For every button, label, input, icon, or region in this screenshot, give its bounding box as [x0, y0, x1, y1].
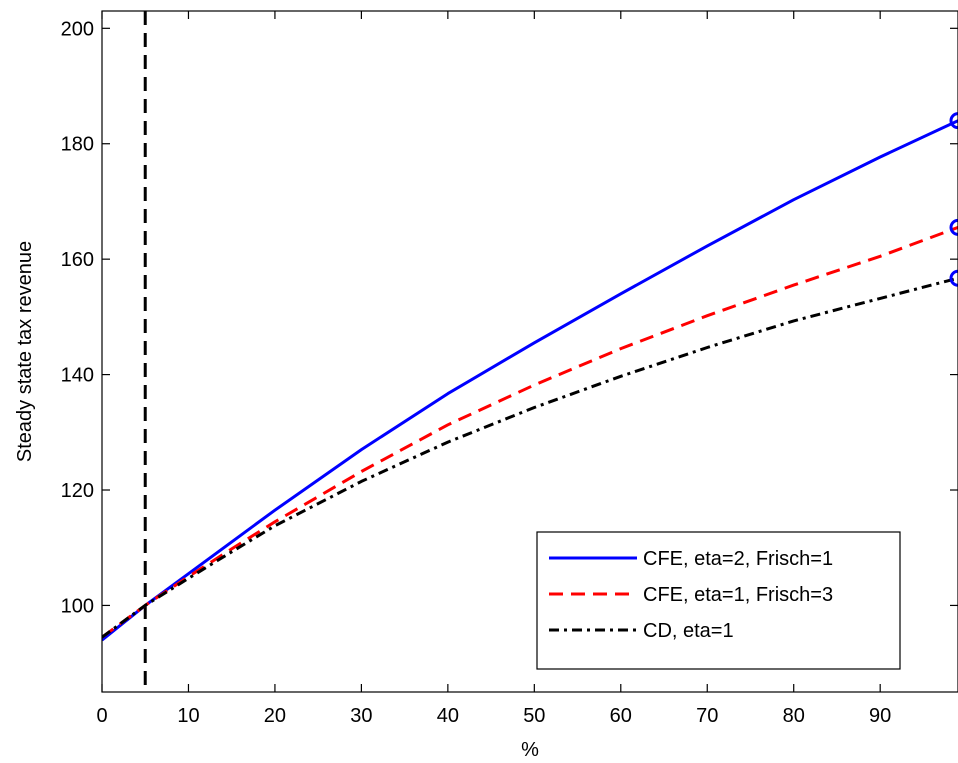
endpoint-marker-2	[949, 218, 958, 236]
legend-label-3: CD, eta=1	[643, 620, 734, 642]
x-tick-label: 30	[350, 705, 372, 727]
legend-label-2: CFE, eta=1, Frisch=3	[643, 584, 833, 606]
y-tick-label: 180	[61, 134, 94, 156]
series-layer	[102, 119, 958, 642]
series-line-2	[102, 225, 958, 639]
series-line-3	[102, 276, 958, 639]
endpoint-marker-1	[949, 112, 958, 130]
plot-frame	[101, 10, 958, 693]
y-tick-label: 200	[61, 18, 94, 40]
x-tick-label: 40	[437, 705, 459, 727]
legend-box	[536, 531, 901, 670]
x-tick-label: 50	[523, 705, 545, 727]
y-axis-title: Steady state tax revenue	[14, 241, 36, 462]
legend: CFE, eta=2, Frisch=1 CFE, eta=1, Frisch=3…	[536, 531, 901, 670]
x-tick-label: 60	[610, 705, 632, 727]
y-tick-label: 120	[61, 480, 94, 502]
x-tick-label: 20	[264, 705, 286, 727]
axes-layer: 0 10 20 30 40 50 60 70 80 90 100 120 140 160 180 200	[61, 10, 958, 727]
x-axis-title: %	[521, 739, 539, 761]
endpoint-marker-3	[949, 269, 958, 287]
x-tick-label: 0	[96, 705, 107, 727]
y-tick-label: 100	[61, 595, 94, 617]
y-tick-label: 160	[61, 249, 94, 271]
series-line-1	[102, 119, 958, 642]
x-tick-label: 10	[177, 705, 199, 727]
x-tick-label: 80	[783, 705, 805, 727]
y-tick-label: 140	[61, 365, 94, 387]
x-tick-label: 70	[696, 705, 718, 727]
x-tick-label: 90	[869, 705, 891, 727]
legend-label-1: CFE, eta=2, Frisch=1	[643, 548, 833, 570]
marker-layer	[949, 112, 958, 287]
